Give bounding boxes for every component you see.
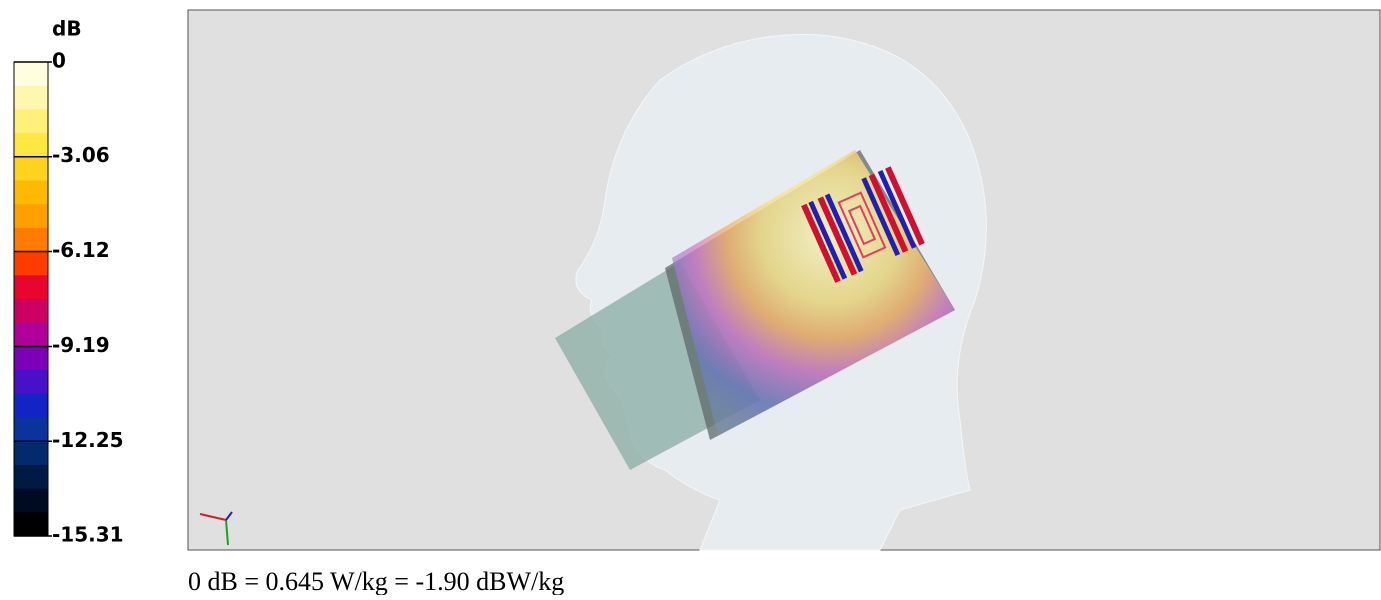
color-band — [14, 417, 48, 442]
caption: 0 dB = 0.645 W/kg = -1.90 dBW/kg — [188, 567, 564, 595]
color-band — [14, 156, 48, 181]
color-band — [14, 251, 48, 276]
antenna — [801, 166, 925, 283]
color-band — [14, 299, 48, 324]
color-band — [14, 62, 48, 87]
legend-tick-label: 0 — [52, 49, 66, 73]
color-band — [14, 204, 48, 229]
color-band — [14, 180, 48, 205]
color-band — [14, 85, 48, 110]
color-band — [14, 109, 48, 134]
color-band — [14, 370, 48, 395]
legend-unit: dB — [52, 17, 82, 41]
axis-triad — [199, 511, 233, 546]
color-band — [14, 322, 48, 347]
color-legend: dB 0 -3.06 -6.12 -9.19 -12.25 -15.31 — [13, 17, 124, 547]
color-band — [14, 512, 48, 537]
color-band — [14, 464, 48, 490]
color-band — [14, 393, 48, 418]
color-band — [14, 488, 48, 513]
color-band — [14, 441, 48, 466]
legend-tick-label: -12.25 — [52, 428, 124, 452]
color-band — [14, 275, 48, 300]
legend-tick-label: -9.19 — [52, 333, 110, 357]
color-band — [14, 346, 48, 371]
view-3d — [187, 9, 1381, 551]
color-band — [14, 133, 48, 158]
legend-tick-label: -6.12 — [52, 238, 110, 262]
legend-tick-label: -3.06 — [52, 143, 110, 167]
color-band — [14, 227, 48, 253]
legend-tick-label: -15.31 — [52, 523, 124, 547]
